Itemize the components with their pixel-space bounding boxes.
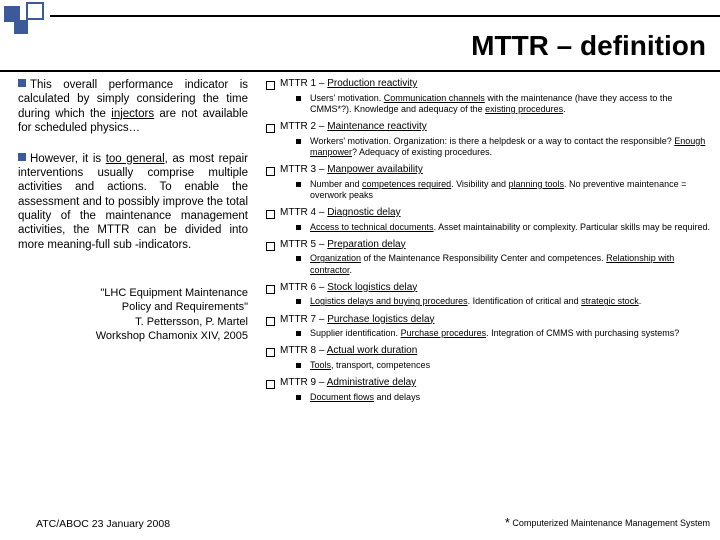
mttr-sub: Users' motivation. Communication channel…: [266, 93, 710, 116]
paragraph-2: However, it is too general, as most repa…: [18, 152, 248, 253]
mttr-item: MTTR 8 – Actual work duration Tools, tran…: [266, 345, 710, 371]
mttr-item: MTTR 7 – Purchase logistics delaySupplie…: [266, 314, 710, 340]
footer-left: ATC/ABOC 23 January 2008: [36, 518, 170, 530]
mttr-sub: Number and competences required. Visibil…: [266, 179, 710, 202]
mttr-item: MTTR 6 – Stock logistics delayLogistics …: [266, 282, 710, 308]
mttr-sub: Tools, transport, competences: [266, 360, 710, 371]
mttr-item: MTTR 4 – Diagnostic delay Access to techn…: [266, 207, 710, 233]
paragraph-1: This overall performance indicator is ca…: [18, 78, 248, 136]
right-column: MTTR 1 – Production reactivity Users' mot…: [266, 78, 710, 500]
mttr-sub: Logistics delays and buying procedures. …: [266, 296, 710, 307]
mttr-heading: MTTR 9 – Administrative delay: [266, 377, 710, 390]
mttr-item: MTTR 2 – Maintenance reactivity Workers' …: [266, 121, 710, 158]
left-column: This overall performance indicator is ca…: [18, 78, 248, 500]
citation: "LHC Equipment Maintenance Policy and Re…: [18, 286, 248, 343]
slide-title: MTTR – definition: [0, 30, 706, 62]
mttr-item: MTTR 9 – Administrative delay Document fl…: [266, 377, 710, 403]
mttr-heading: MTTR 7 – Purchase logistics delay: [266, 314, 710, 327]
content-area: This overall performance indicator is ca…: [18, 78, 710, 500]
rule-top: [50, 15, 720, 17]
mttr-heading: MTTR 1 – Production reactivity: [266, 78, 710, 91]
mttr-item: MTTR 1 – Production reactivity Users' mot…: [266, 78, 710, 115]
mttr-sub: Supplier identification. Purchase proced…: [266, 328, 710, 339]
mttr-sub: Document flows and delays: [266, 392, 710, 403]
bullet-icon: [18, 79, 26, 87]
mttr-sub: Workers' motivation. Organization: is th…: [266, 136, 710, 159]
mttr-heading: MTTR 6 – Stock logistics delay: [266, 282, 710, 295]
mttr-sub: Access to technical documents. Asset mai…: [266, 222, 710, 233]
bullet-icon: [18, 153, 26, 161]
mttr-sub: Organization of the Maintenance Responsi…: [266, 253, 710, 276]
rule-under-title: [0, 70, 720, 72]
mttr-item: MTTR 3 – Manpower availability Number and…: [266, 164, 710, 201]
mttr-item: MTTR 5 – Preparation delayOrganization o…: [266, 239, 710, 276]
mttr-heading: MTTR 3 – Manpower availability: [266, 164, 710, 177]
mttr-heading: MTTR 2 – Maintenance reactivity: [266, 121, 710, 134]
footer-right: * Computerized Maintenance Management Sy…: [505, 515, 710, 530]
mttr-heading: MTTR 8 – Actual work duration: [266, 345, 710, 358]
mttr-heading: MTTR 4 – Diagnostic delay: [266, 207, 710, 220]
mttr-heading: MTTR 5 – Preparation delay: [266, 239, 710, 252]
